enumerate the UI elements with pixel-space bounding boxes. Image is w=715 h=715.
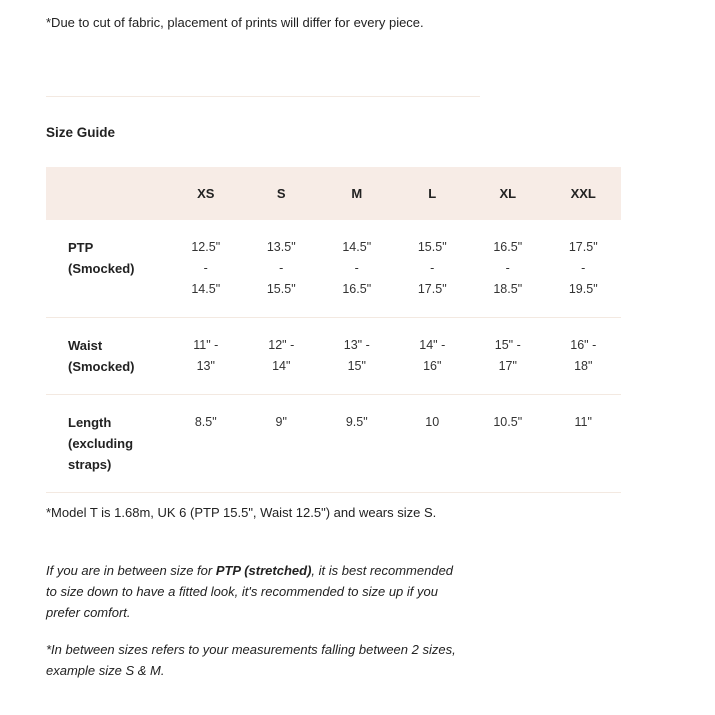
size-guide-table: XS S M L XL XXL PTP (Smocked) 12.5" - 14… [46, 167, 621, 493]
cell-value: 10.5" [493, 415, 523, 429]
advice-text: If you are in between size for [46, 563, 216, 578]
header-size: XL [470, 167, 546, 220]
model-note: *Model T is 1.68m, UK 6 (PTP 15.5", Wais… [46, 505, 437, 520]
table-row: Waist (Smocked) 11" - 13" 12" - 14" 13" … [46, 317, 621, 395]
fabric-note: *Due to cut of fabric, placement of prin… [46, 15, 424, 30]
cell-value: 12" - 14" [268, 338, 295, 373]
cell-value: 11" [574, 415, 592, 429]
header-size: L [394, 167, 470, 220]
header-empty [46, 167, 168, 220]
cell-value: 14" - 16" [419, 338, 446, 373]
cell-value: 16" - 18" [570, 338, 597, 373]
cell-value: 9.5" [345, 415, 368, 429]
advice-bold: PTP (stretched) [215, 563, 312, 578]
cell-value: 13" - 15" [343, 338, 370, 373]
header-size: S [243, 167, 319, 220]
header-size: M [319, 167, 395, 220]
between-sizes-note: *In between sizes refers to your measure… [46, 642, 456, 678]
cell-value: 11" - 13" [193, 338, 219, 373]
divider [46, 96, 480, 97]
cell-value: 8.5" [194, 415, 217, 429]
advice-text: , it is best recommended to size down to… [46, 563, 454, 620]
table-row: Length (excluding straps) 8.5" 9" 9.5" 1… [46, 394, 621, 493]
cell-value: 13.5" - 15.5" [266, 240, 296, 296]
cell-value: 15" - 17" [494, 338, 521, 373]
row-label: Length (excluding straps) [68, 415, 134, 472]
size-guide-title: Size Guide [46, 125, 116, 140]
header-size: XS [168, 167, 244, 220]
header-size: XXL [545, 167, 621, 220]
cell-value: 9" [275, 415, 287, 429]
cell-value: 14.5" - 16.5" [342, 240, 372, 296]
cell-value: 15.5" - 17.5" [417, 240, 447, 296]
cell-value: 16.5" - 18.5" [493, 240, 523, 296]
cell-value: 17.5" - 19.5" [568, 240, 598, 296]
row-label: PTP (Smocked) [68, 240, 135, 276]
table-header-row: XS S M L XL XXL [46, 167, 621, 220]
table-row: PTP (Smocked) 12.5" - 14.5" 13.5" - 15.5… [46, 220, 621, 318]
cell-value: 10 [425, 415, 440, 429]
row-label: Waist (Smocked) [68, 338, 135, 374]
sizing-advice: If you are in between size for PTP (stre… [46, 560, 466, 623]
cell-value: 12.5" - 14.5" [191, 240, 221, 296]
